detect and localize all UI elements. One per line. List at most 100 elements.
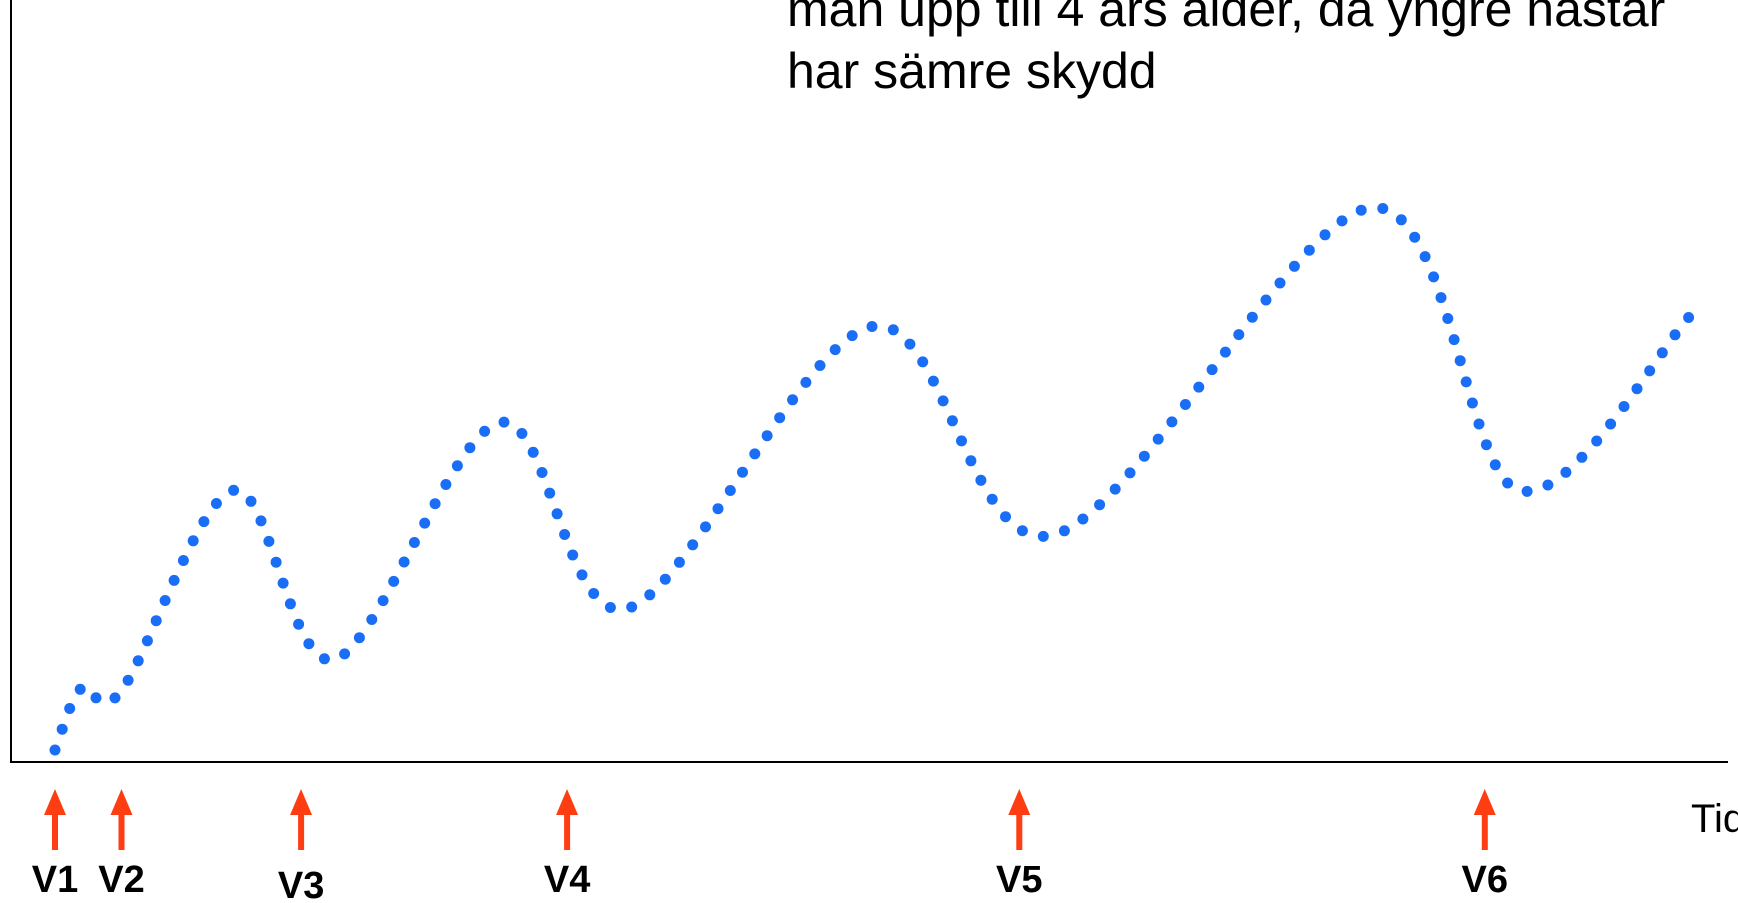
arrow-shaft xyxy=(1481,810,1488,850)
curve-dot xyxy=(724,485,736,496)
curve-dot xyxy=(1000,511,1011,523)
vaccination-marker: V1 xyxy=(32,789,78,901)
curve-dot xyxy=(774,412,786,424)
curve-dot xyxy=(1656,347,1668,359)
arrow-shaft xyxy=(118,810,125,850)
curve-dot xyxy=(245,495,257,507)
curve-dot xyxy=(1442,313,1454,324)
curve-dot xyxy=(187,535,199,547)
curve-dot xyxy=(551,508,563,520)
x-axis-label: Tid xyxy=(1691,797,1738,841)
up-arrow-icon xyxy=(290,789,313,815)
curve-dot xyxy=(1166,416,1178,428)
curve-dot xyxy=(1193,381,1205,393)
curve-dot xyxy=(1448,334,1460,346)
curve-dot xyxy=(536,467,548,478)
curve-dot xyxy=(318,653,330,665)
curve-dot xyxy=(1489,459,1501,471)
curve-dot xyxy=(277,577,289,589)
curve-dot xyxy=(626,601,638,613)
curve-dot xyxy=(1260,294,1272,306)
curve-dot xyxy=(846,330,858,342)
curve-dot xyxy=(927,375,939,387)
curve-dot xyxy=(1233,329,1245,341)
vaccination-label: V1 xyxy=(32,859,78,901)
curve-dot xyxy=(1138,450,1150,462)
curve-dot xyxy=(527,446,539,458)
curve-dot xyxy=(644,589,656,601)
curve-dot xyxy=(1644,365,1656,377)
curve-dot xyxy=(1109,483,1121,495)
curve-dot xyxy=(1152,433,1164,445)
curve-dot xyxy=(937,395,949,407)
curve-dot xyxy=(388,575,400,587)
curve-dot xyxy=(659,573,671,585)
curve-dot xyxy=(440,479,452,490)
curve-dot xyxy=(737,466,748,478)
curve-dot xyxy=(284,598,296,610)
curve-dot xyxy=(198,516,210,528)
curve-dot xyxy=(761,430,773,442)
note-line-1: man upp till 4 års ålder, då yngre hästa… xyxy=(787,0,1666,37)
curve-dot xyxy=(1591,435,1603,447)
curve-dot xyxy=(687,539,699,551)
curve-dot xyxy=(986,493,998,505)
curve-dot xyxy=(210,498,222,509)
curve-dot xyxy=(749,448,761,460)
curve-dot xyxy=(965,455,977,467)
curve-dot xyxy=(1631,383,1643,395)
curve-dot xyxy=(408,537,420,548)
curve-dot xyxy=(353,632,365,644)
curve-dot xyxy=(1409,231,1421,243)
curve-dot xyxy=(814,360,826,371)
explanation-note: man upp till 4 års ålder, då yngre hästa… xyxy=(787,0,1665,102)
curve-dot xyxy=(1319,229,1331,241)
curve-dot xyxy=(293,618,305,630)
curve-dot xyxy=(109,692,121,704)
curve-dot xyxy=(49,744,61,756)
curve-dot xyxy=(122,674,134,686)
curve-dot xyxy=(1355,204,1367,216)
curve-dot xyxy=(975,474,987,486)
vaccination-label: V5 xyxy=(996,859,1042,901)
curve-dot xyxy=(255,515,267,527)
curve-dot xyxy=(1077,513,1089,525)
curve-dot xyxy=(1206,364,1218,376)
curve-dot xyxy=(1179,399,1191,410)
vaccination-label: V2 xyxy=(98,859,144,901)
up-arrow-icon xyxy=(1008,789,1031,815)
curve-dot xyxy=(377,595,389,607)
curve-dot xyxy=(464,442,476,454)
curve-dot xyxy=(1058,525,1070,537)
curve-dot xyxy=(132,655,144,667)
vaccination-label: V6 xyxy=(1462,859,1508,901)
curve-dot xyxy=(263,535,275,547)
up-arrow-icon xyxy=(556,789,579,815)
curve-dot xyxy=(1303,244,1315,256)
curve-dot xyxy=(1124,467,1136,479)
curve-dot xyxy=(567,549,579,561)
curve-dot xyxy=(419,517,431,529)
curve-dot xyxy=(366,614,378,625)
curve-dot xyxy=(1669,329,1681,341)
curve-dot xyxy=(866,321,878,332)
curve-dot xyxy=(1037,530,1049,542)
curve-dot xyxy=(1435,292,1447,304)
curve-dot xyxy=(64,703,76,714)
curve-dot xyxy=(498,416,510,428)
curve-dot xyxy=(800,376,812,388)
curve-dot xyxy=(917,356,929,368)
curve-dot xyxy=(604,602,616,613)
arrow-shaft xyxy=(1016,810,1023,850)
vaccination-marker: V6 xyxy=(1462,789,1508,901)
vaccination-label: V4 xyxy=(544,859,590,901)
curve-dot xyxy=(398,556,410,568)
curve-dot xyxy=(141,635,153,647)
curve-dot xyxy=(887,324,899,336)
curve-dot xyxy=(576,569,588,581)
curve-dot xyxy=(1377,203,1389,214)
curve-dot xyxy=(956,435,967,447)
vaccination-markers: V1 V2 V3 V4 V5 V6 xyxy=(32,789,1508,903)
curve-dot xyxy=(1521,485,1533,497)
